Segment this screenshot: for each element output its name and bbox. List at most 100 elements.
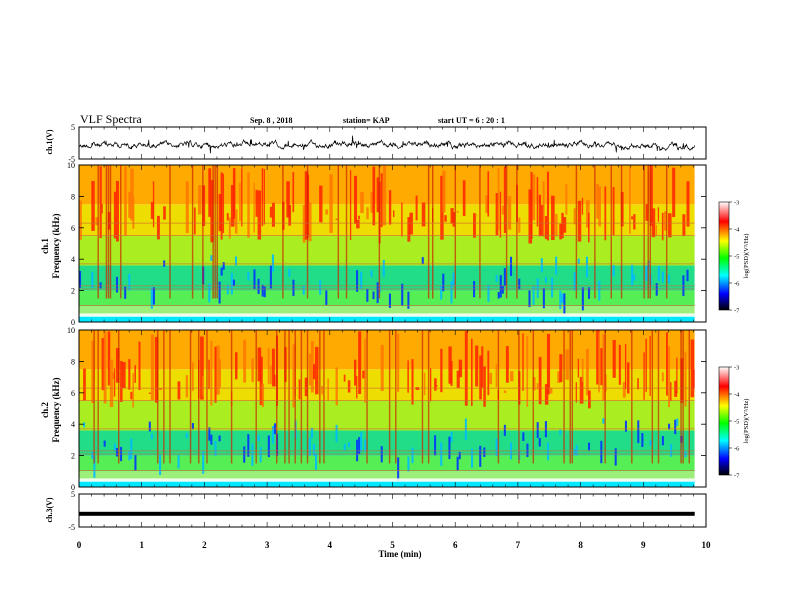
ch1-spectrogram-streak xyxy=(132,196,135,229)
ch2-spectrogram-blue-streak xyxy=(259,447,262,463)
ch1-spectrogram-blue-streak xyxy=(356,270,359,292)
ch2-spectrogram-blue-streak xyxy=(148,421,151,432)
ch2-spectrogram-blue-streak xyxy=(538,437,541,447)
ch1-spectrogram-streak xyxy=(540,204,545,237)
ch1-spectrogram-band xyxy=(79,306,695,316)
ch1-spectrogram-streak xyxy=(585,200,590,228)
ch2-spectrogram-gap xyxy=(79,478,695,482)
ch2-spectrogram-blue-streak xyxy=(191,423,194,430)
ch2-spectrogram-band xyxy=(79,400,695,431)
ch1-spectrogram-streak xyxy=(356,219,360,229)
ch2-spectrogram-streak xyxy=(596,330,600,385)
ch2-spectrogram-band xyxy=(79,369,695,401)
ch2-spectrogram-sferic xyxy=(563,330,565,464)
ch2-spectrogram-sferic xyxy=(421,330,424,464)
ch2-spectrogram-streak xyxy=(298,379,301,400)
ch1-spectrogram-blue-streak xyxy=(372,291,375,300)
ch2-spectrogram-blue-streak xyxy=(434,435,437,456)
ch2-spectrogram-streak xyxy=(505,346,509,383)
ch2-spectrogram-blue-streak xyxy=(641,433,644,447)
ch2-spectrogram-sferic xyxy=(571,330,574,464)
ch1-spectrogram-sferic xyxy=(610,165,613,299)
ch1-spectrogram-streak xyxy=(263,169,265,225)
ch1-spectrogram-sferic xyxy=(216,165,218,299)
ch1-spectrogram-streak xyxy=(559,223,562,240)
ch1-spectrogram-streak xyxy=(376,177,380,213)
ch1-spectrogram-blue-streak xyxy=(366,288,369,302)
ch1-spectrogram-sferic xyxy=(454,165,457,299)
ch3-waveform-ytick-label: -5 xyxy=(68,523,75,532)
ch1-spectrogram-streak xyxy=(421,202,426,227)
x-tick-label: 9 xyxy=(641,540,646,550)
ch1-spectrogram-blue-streak xyxy=(271,254,274,272)
ch2-spectrogram-streak xyxy=(489,372,493,385)
ch1-spectrogram-blue-streak xyxy=(257,278,260,295)
ch2-spectrogram-sferic xyxy=(198,330,200,464)
ch3-waveform-ytick-label: 5 xyxy=(71,490,75,499)
ch1-spectrogram-band xyxy=(79,290,695,307)
ch2-spectrogram-blue-streak xyxy=(407,456,410,472)
ch2-spectrogram-streak xyxy=(83,368,86,401)
ch2-spectrogram-sferic xyxy=(156,330,159,464)
ch1-spectrogram-sferic xyxy=(620,165,623,299)
ch2-spectrogram-streak xyxy=(456,370,460,388)
ch2-spectrogram-streak xyxy=(481,346,484,388)
ch1-spectrogram-streak xyxy=(372,166,376,226)
ch2-spectrogram-streak xyxy=(536,383,539,390)
ch2-spectrogram-blue-streak xyxy=(130,438,133,459)
ch1-spectrogram-band xyxy=(79,235,695,266)
ch1-spectrogram-streak xyxy=(456,210,459,213)
ch2-spectrogram-blue-streak xyxy=(310,427,313,439)
ch1-spectrogram-blue-streak xyxy=(633,274,636,281)
ch2-spectrogram-streak xyxy=(483,366,486,407)
ch1-spectrogram-blue-streak xyxy=(208,283,211,303)
ch1-spectrogram-streak xyxy=(561,212,564,239)
ch2-spectrogram-blue-streak xyxy=(214,440,217,456)
ch1-spectrogram-blue-streak xyxy=(360,271,363,289)
ch1-spectrogram-streak xyxy=(497,167,500,231)
ch2-spectrogram-blue-streak xyxy=(670,444,673,457)
ch1-spectrogram-streak xyxy=(563,217,567,233)
ch1-spectrogram-streak xyxy=(79,200,82,240)
ch1-spectrogram-streak xyxy=(444,215,447,222)
ch2-spectrogram-streak xyxy=(356,376,358,399)
ch2-spectrogram-blue-streak xyxy=(93,455,96,478)
ch1-spectrogram-streak xyxy=(271,202,275,227)
ch1-spectrogram-blue-streak xyxy=(561,293,564,304)
ch1-spectrogram-streak xyxy=(319,185,323,223)
ch2-spectrogram-streak xyxy=(684,351,687,407)
ch2-spectrogram-blue-streak xyxy=(471,448,474,468)
ch2-spectrogram-streak xyxy=(544,384,549,405)
ch1-spectrogram-streak xyxy=(536,177,539,227)
ch1-spectrogram-streak xyxy=(503,166,506,234)
ch1-spectrogram-blue-streak xyxy=(79,271,82,288)
ch1-spectrogram-streak xyxy=(113,191,117,239)
ch1-spectrogram-blue-streak xyxy=(376,282,379,304)
ch2-spectrogram-sferic xyxy=(388,330,391,464)
ch2-spectrogram-blue-streak xyxy=(450,432,453,443)
ch1-spectrogram-blue-streak xyxy=(563,293,566,315)
ch2-spectrogram-sferic xyxy=(427,330,430,464)
ch2-spectrogram-blue-streak xyxy=(83,422,86,428)
ch1-spectrogram-streak xyxy=(91,180,95,231)
ch1-spectrogram-band xyxy=(79,265,695,291)
ch1-spectrogram-blue-streak xyxy=(450,281,453,304)
ch1-spectrogram-blue-streak xyxy=(501,285,504,294)
ch1-spectrogram-band xyxy=(79,165,695,205)
ch2-spectrogram-blue-streak xyxy=(257,435,260,442)
ch2-spectrogram-streak xyxy=(111,372,115,379)
ch1-spectrogram-sferic xyxy=(191,165,194,299)
colorbar-tick-label: -5 xyxy=(734,419,739,426)
ch2-spectrogram-blue-streak xyxy=(668,423,671,430)
ch2-spectrogram-blue-streak xyxy=(614,448,617,466)
ch2-spectrogram-streak xyxy=(436,385,438,387)
ch1-spectrogram-blue-streak xyxy=(128,273,131,291)
ch1-spectrogram-streak xyxy=(487,171,490,217)
ch1-spectrogram-blue-streak xyxy=(487,284,490,302)
ch1-spectrogram-streak xyxy=(95,217,99,226)
x-tick-label: 1 xyxy=(139,540,144,550)
ch1-spectrogram-streak xyxy=(612,187,615,236)
ch1-spectrogram-blue-streak xyxy=(503,268,506,286)
ch2-spectrogram-blue-streak xyxy=(448,436,451,460)
ch2-spectrogram-streak xyxy=(271,348,275,387)
